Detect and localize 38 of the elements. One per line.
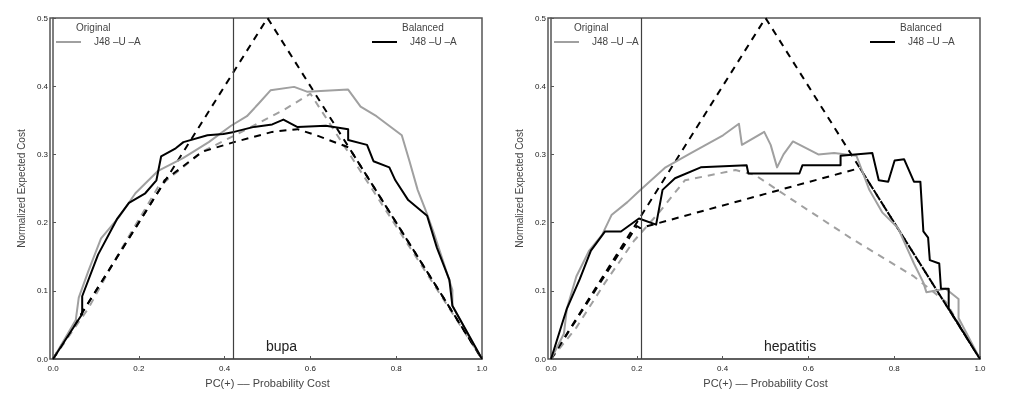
x-axis-title: PC(+) –– Probability Cost [205,376,330,389]
x-tick-label: 0.4 [219,363,231,373]
x-tick-label: 1.0 [476,363,489,373]
annotation: Original [76,21,111,33]
y-axis-title: Normalized Expected Cost [15,129,27,248]
legend-label: J48 –U –A [908,35,956,47]
legend-label: J48 –U –A [592,35,640,47]
x-axis-title: PC(+) –– Probability Cost [703,376,828,389]
annotation: bupa [266,338,298,354]
y-tick-label: 0.2 [534,218,547,228]
x-tick-label: 0.4 [717,363,729,373]
annotation: Original [574,21,609,33]
legend-label: J48 –U –A [94,35,142,47]
annotation: Balanced [402,21,444,33]
x-tick-label: 0.8 [390,363,403,373]
y-tick-label: 0.1 [36,286,49,296]
y-tick-label: 0.4 [534,81,547,91]
y-tick-label: 0.1 [534,286,547,296]
x-tick-label: 1.0 [974,363,987,373]
x-tick-label: 0.0 [545,363,558,373]
y-tick-label: 0.5 [534,13,547,23]
x-tick-label: 0.6 [304,363,317,373]
y-tick-label: 0.0 [36,354,49,364]
y-tick-label: 0.5 [36,13,49,23]
y-tick-label: 0.3 [534,149,547,159]
y-tick-label: 0.4 [36,81,49,91]
annotation: Balanced [900,21,942,33]
x-tick-label: 0.2 [631,363,643,373]
x-tick-label: 0.6 [802,363,815,373]
y-axis-title: Normalized Expected Cost [513,129,525,248]
y-tick-label: 0.3 [36,149,49,159]
x-tick-label: 0.8 [888,363,901,373]
annotation: hepatitis [764,338,817,354]
y-tick-label: 0.0 [534,354,547,364]
x-tick-label: 0.0 [47,363,60,373]
y-tick-label: 0.2 [36,218,49,228]
x-tick-label: 0.2 [133,363,145,373]
legend-label: J48 –U –A [410,35,458,47]
